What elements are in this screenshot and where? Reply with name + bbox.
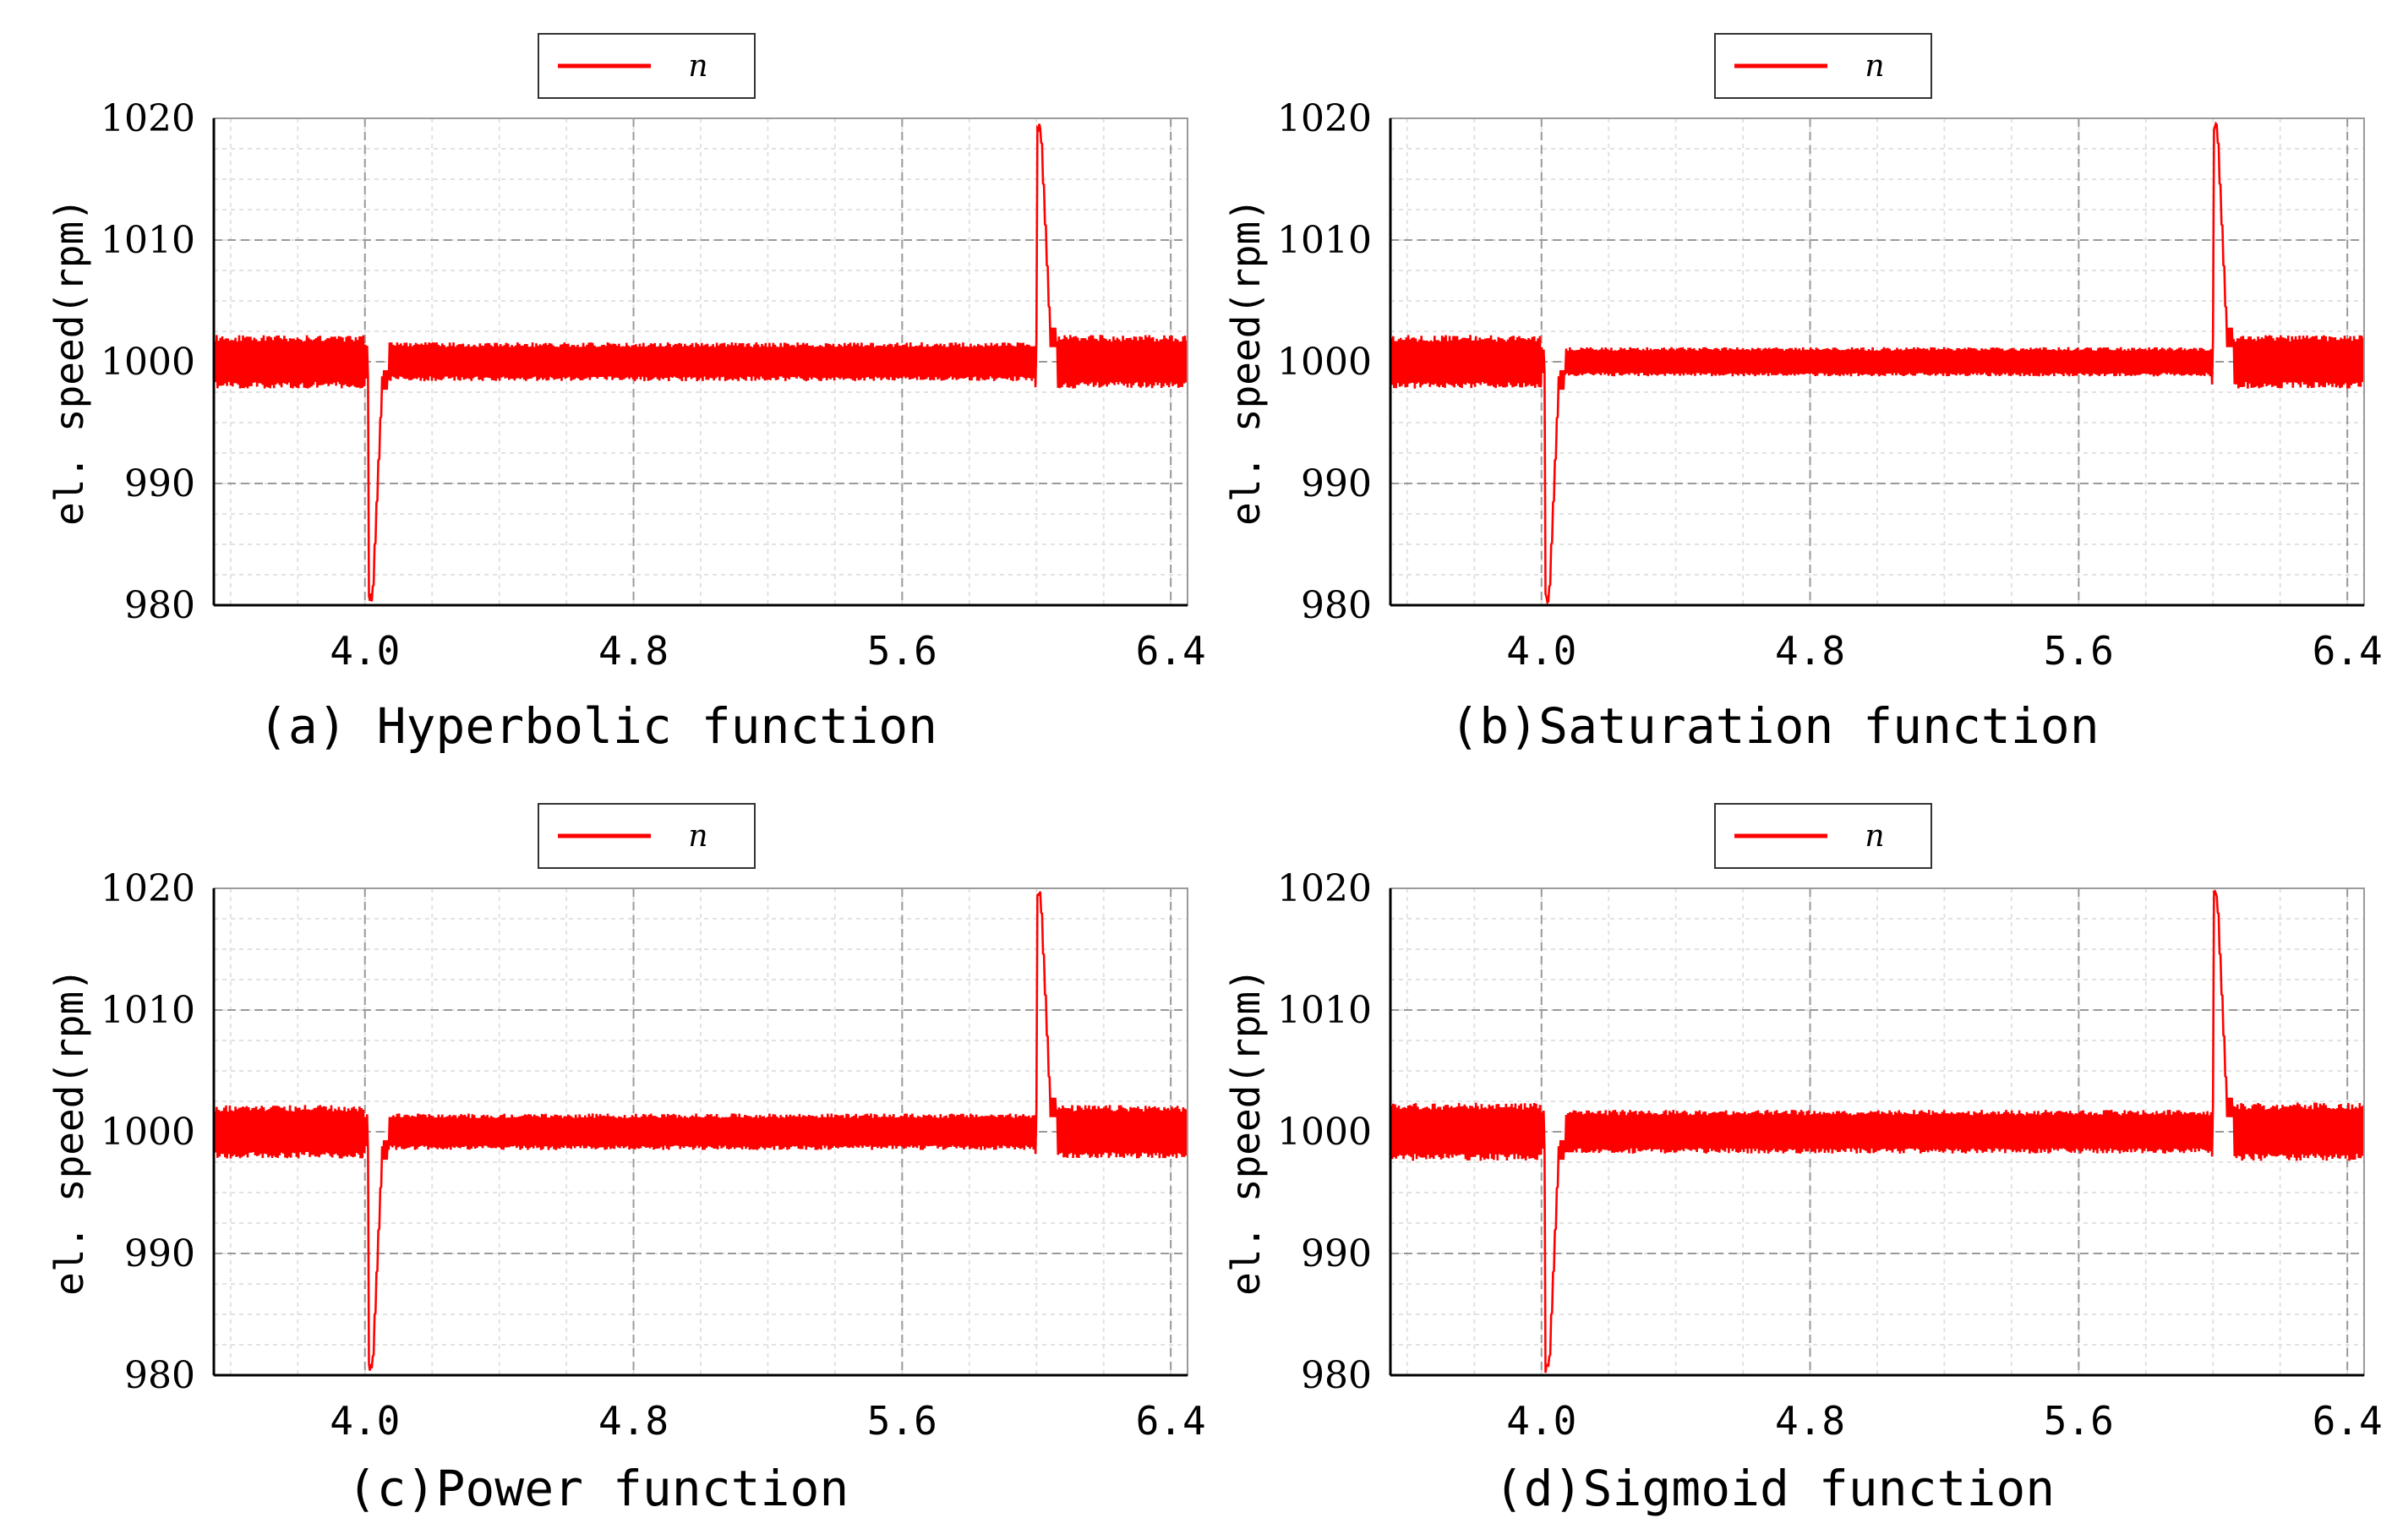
y-axis-label: el. speed(rpm) bbox=[46, 968, 92, 1296]
y-tick-label: 1000 bbox=[101, 1111, 195, 1154]
y-tick-label: 980 bbox=[1301, 584, 1372, 627]
chart-panel-c: 980 990 1000 1010 1020 4.0 4.8 5.6 6.4 el. speed(… bbox=[0, 770, 1206, 1540]
y-tick-label: 1010 bbox=[1277, 219, 1372, 262]
legend-label: n bbox=[688, 49, 707, 84]
y-tick-label: 1020 bbox=[1277, 867, 1372, 910]
y-tick-label: 1010 bbox=[101, 219, 195, 262]
chart-caption: (a) Hyperbolic function bbox=[258, 697, 938, 755]
chart-panel-d: 980 990 1000 1010 1020 4.0 4.8 5.6 6.4 el. speed(… bbox=[1177, 770, 2383, 1540]
y-tick-label: 1020 bbox=[1277, 97, 1372, 140]
x-tick-label: 4.8 bbox=[1775, 1398, 1845, 1444]
x-tick-label: 6.4 bbox=[2313, 1398, 2383, 1444]
y-tick-label: 980 bbox=[1301, 1354, 1372, 1397]
x-tick-label: 4.8 bbox=[598, 1398, 669, 1444]
y-tick-label: 1010 bbox=[1277, 989, 1372, 1032]
x-tick-label: 5.6 bbox=[2044, 1398, 2114, 1444]
chart-svg: 980 990 1000 1010 1020 4.0 4.8 5.6 6.4 el. speed(… bbox=[46, 33, 1206, 674]
y-tick-label: 990 bbox=[1301, 462, 1372, 505]
y-tick-label: 1010 bbox=[101, 989, 195, 1032]
x-tick-label: 5.6 bbox=[867, 628, 937, 674]
x-tick-label: 4.8 bbox=[598, 628, 669, 674]
y-tick-label: 1000 bbox=[1277, 341, 1372, 384]
chart-caption: (b)Saturation function bbox=[1450, 697, 2100, 755]
series-line-n bbox=[1389, 889, 2365, 1373]
y-tick-label: 980 bbox=[124, 1354, 195, 1397]
y-tick-label: 980 bbox=[124, 584, 195, 627]
legend-label: n bbox=[688, 819, 707, 854]
x-tick-label: 4.0 bbox=[1506, 628, 1576, 674]
y-tick-label: 1000 bbox=[101, 341, 195, 384]
series-line-n bbox=[212, 891, 1188, 1371]
legend: n bbox=[538, 33, 756, 99]
x-tick-label: 5.6 bbox=[2044, 628, 2114, 674]
x-tick-label: 4.0 bbox=[330, 1398, 400, 1444]
y-axis-label: el. speed(rpm) bbox=[1223, 968, 1269, 1296]
legend: n bbox=[1714, 33, 1932, 99]
series-line-n bbox=[1389, 121, 2365, 605]
x-tick-label: 6.4 bbox=[1136, 628, 1206, 674]
y-tick-label: 990 bbox=[124, 1232, 195, 1275]
chart-panel-a: 980 990 1000 1010 1020 4.0 4.8 5.6 6.4 el. speed(… bbox=[0, 0, 1206, 770]
chart-caption: (d)Sigmoid function bbox=[1494, 1460, 2056, 1517]
chart-svg: 980 990 1000 1010 1020 4.0 4.8 5.6 6.4 el. speed(… bbox=[1223, 803, 2383, 1444]
y-tick-label: 1020 bbox=[101, 97, 195, 140]
x-tick-label: 4.0 bbox=[1506, 1398, 1576, 1444]
x-tick-label: 4.0 bbox=[330, 628, 400, 674]
x-tick-label: 5.6 bbox=[867, 1398, 937, 1444]
y-tick-label: 1020 bbox=[101, 867, 195, 910]
x-tick-label: 6.4 bbox=[2313, 628, 2383, 674]
chart-svg: 980 990 1000 1010 1020 4.0 4.8 5.6 6.4 el. speed(… bbox=[46, 803, 1206, 1444]
y-axis-label: el. speed(rpm) bbox=[46, 198, 92, 526]
y-tick-label: 990 bbox=[124, 462, 195, 505]
x-tick-label: 6.4 bbox=[1136, 1398, 1206, 1444]
y-tick-label: 1000 bbox=[1277, 1111, 1372, 1154]
legend: n bbox=[1714, 803, 1932, 869]
y-axis-label: el. speed(rpm) bbox=[1223, 198, 1269, 526]
legend-label: n bbox=[1865, 49, 1884, 84]
y-tick-label: 990 bbox=[1301, 1232, 1372, 1275]
chart-svg: 980 990 1000 1010 1020 4.0 4.8 5.6 6.4 el. speed(… bbox=[1223, 33, 2383, 674]
series-line-n bbox=[212, 123, 1188, 602]
legend-label: n bbox=[1865, 819, 1884, 854]
legend: n bbox=[538, 803, 756, 869]
chart-panel-b: 980 990 1000 1010 1020 4.0 4.8 5.6 6.4 el. speed(… bbox=[1177, 0, 2383, 770]
chart-caption: (c)Power function bbox=[347, 1460, 849, 1517]
x-tick-label: 4.8 bbox=[1775, 628, 1845, 674]
